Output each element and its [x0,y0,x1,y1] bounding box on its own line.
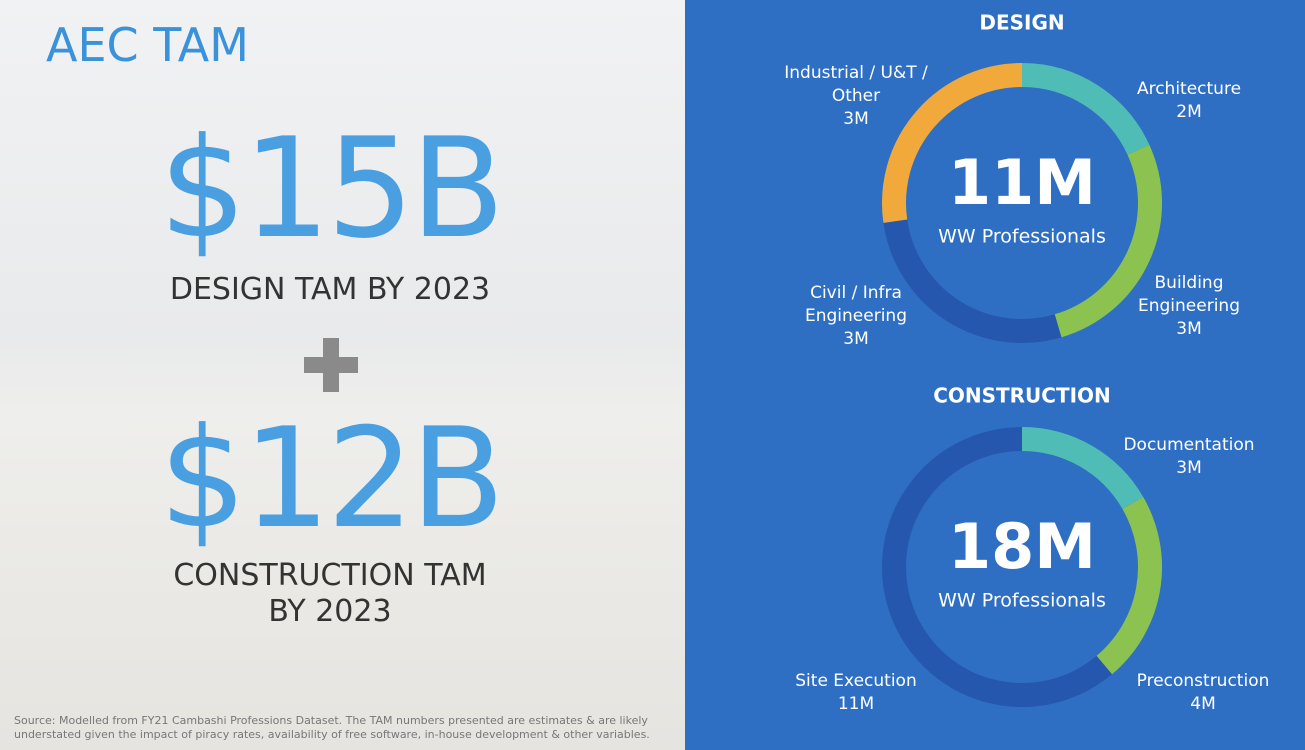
construction-amount: $12B [158,398,505,559]
segment-value: 11M [837,694,875,714]
chart-title: DESIGN [979,11,1064,35]
right-panel: DESIGN 11M WW Professionals CONSTRUCTION 18M… [685,0,1305,750]
donut-segment [1054,144,1162,338]
donut-segment [1021,427,1144,510]
segment-value: 4M [1190,694,1216,714]
design-label: DESIGN TAM BY 2023 [169,272,491,307]
design-amount: $15B [158,108,505,269]
center-label: WW Professionals [938,590,1106,612]
construction-label: CONSTRUCTION TAM BY 2023 [173,558,487,629]
left-panel: AEC TAM $15B DESIGN TAM BY 2023 $12B CON… [0,0,685,750]
segment-label: Civil / Infra Engineering 3M [791,282,921,351]
segment-name: Site Execution [795,671,917,691]
center-label: WW Professionals [938,226,1106,248]
donut-segment [882,427,1112,707]
donut-segment [883,219,1062,343]
donut-charts: DESIGN 11M WW Professionals CONSTRUCTION 18M… [882,11,1162,707]
segment-label: Industrial / U&T / Other 3M [771,62,941,131]
segment-name: Architecture [1136,79,1242,99]
donut-segment [1096,497,1162,675]
segment-name: Preconstruction [1136,671,1270,691]
segment-label: Building Engineering 3M [1129,272,1249,341]
segment-name: Industrial / U&T / Other [784,63,928,106]
segment-value: 3M [843,109,869,129]
slide-title: AEC TAM [46,18,249,72]
segment-value: 3M [843,329,869,349]
donut-segment [1021,63,1150,156]
center-value: 11M [948,146,1096,219]
source-note: Source: Modelled from FY21 Cambashi Prof… [14,714,650,741]
segment-value: 3M [1176,458,1202,478]
center-value: 18M [948,510,1096,583]
segment-name: Documentation [1123,435,1255,455]
segment-label: Documentation 3M [1109,434,1269,480]
donut-segment [882,63,1023,223]
segment-value: 3M [1176,319,1202,339]
chart-title: CONSTRUCTION [933,384,1111,408]
segment-label: Preconstruction 4M [1123,670,1283,716]
segment-name: Civil / Infra Engineering [805,283,907,326]
segment-value: 2M [1176,102,1202,122]
plus-icon [304,338,358,392]
segment-name: Building Engineering [1138,273,1240,316]
segment-label: Architecture 2M [1119,78,1259,124]
segment-label: Site Execution 11M [776,670,936,716]
